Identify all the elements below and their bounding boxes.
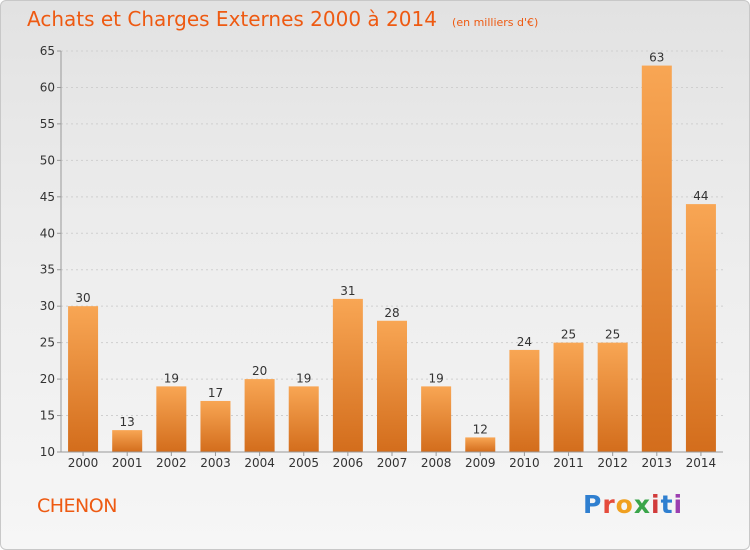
y-tick-label: 50 xyxy=(40,153,55,167)
bar xyxy=(553,342,584,452)
bar xyxy=(377,320,407,452)
logo-letter: t xyxy=(660,490,674,519)
x-tick-label: 2001 xyxy=(112,456,143,470)
bar-value-label: 19 xyxy=(428,371,443,385)
bar xyxy=(597,342,628,452)
x-tick-label: 2010 xyxy=(509,456,540,470)
bar xyxy=(685,204,716,452)
x-tick-label: 2000 xyxy=(68,456,99,470)
x-tick-label: 2003 xyxy=(200,456,231,470)
y-tick-label: 35 xyxy=(40,263,55,277)
bar-value-label: 13 xyxy=(120,415,135,429)
bar xyxy=(68,306,99,452)
bar-value-label: 31 xyxy=(340,284,355,298)
bar xyxy=(465,437,496,452)
bar-value-label: 28 xyxy=(384,306,399,320)
y-tick-label: 65 xyxy=(40,44,55,58)
bar xyxy=(288,386,319,452)
axes: 10 15 20 25 30 35 40 45 50 55 60 65 2000 2001 2002 2003… xyxy=(40,44,723,470)
chart-title-block: Achats et Charges Externes 2000 à 2014 (… xyxy=(27,7,538,31)
bar-value-label: 12 xyxy=(473,422,488,436)
bar-value-label: 19 xyxy=(296,371,311,385)
bar xyxy=(244,379,275,452)
logo-letter: P xyxy=(583,490,603,519)
x-tick-label: 2004 xyxy=(244,456,275,470)
x-tick-label: 2007 xyxy=(377,456,408,470)
y-tick-label: 25 xyxy=(40,336,55,350)
x-tick-label: 2009 xyxy=(465,456,496,470)
x-tick-label: 2005 xyxy=(288,456,319,470)
bars: 30 13 19 17 20 19 31 28 19 12 24 25 25 63 44 xyxy=(68,51,716,452)
y-tick-label: 20 xyxy=(40,372,55,386)
bar-value-label: 20 xyxy=(252,364,267,378)
bar xyxy=(156,386,187,452)
bar xyxy=(421,386,452,452)
logo-letter: i xyxy=(651,490,661,519)
chart-unit: (en milliers d'€) xyxy=(452,16,539,29)
bar-value-label: 30 xyxy=(75,291,90,305)
y-tick-label: 60 xyxy=(40,80,55,94)
y-tick-label: 10 xyxy=(40,445,55,459)
bar xyxy=(641,65,672,452)
commune-name: CHENON xyxy=(37,495,117,517)
x-tick-label: 2011 xyxy=(553,456,584,470)
bar-value-label: 25 xyxy=(561,328,576,342)
bar xyxy=(200,400,231,452)
x-tick-label: 2014 xyxy=(686,456,717,470)
x-tick-label: 2002 xyxy=(156,456,187,470)
logo-letter: i xyxy=(673,490,684,519)
logo-letter: o xyxy=(615,490,634,519)
bar-value-label: 24 xyxy=(517,335,532,349)
logo-letter: x xyxy=(633,490,651,519)
y-tick-label: 55 xyxy=(40,117,55,131)
y-tick-label: 45 xyxy=(40,190,55,204)
y-tick-label: 15 xyxy=(40,409,55,423)
x-tick-label: 2012 xyxy=(597,456,628,470)
bar-value-label: 25 xyxy=(605,328,620,342)
x-tick-label: 2008 xyxy=(421,456,452,470)
bar xyxy=(332,298,363,452)
logo-letter: r xyxy=(602,490,616,519)
x-tick-label: 2013 xyxy=(642,456,673,470)
bar-value-label: 17 xyxy=(208,386,223,400)
bar xyxy=(112,430,143,452)
y-tick-label: 30 xyxy=(40,299,55,313)
y-tick-label: 40 xyxy=(40,226,55,240)
proxiti-logo[interactable]: Proxiti xyxy=(583,490,683,519)
x-tick-label: 2006 xyxy=(333,456,364,470)
bar-value-label: 19 xyxy=(164,371,179,385)
bar xyxy=(509,349,540,452)
chart-title: Achats et Charges Externes 2000 à 2014 xyxy=(27,7,437,31)
bar-value-label: 63 xyxy=(649,51,664,65)
bar-value-label: 44 xyxy=(693,189,708,203)
